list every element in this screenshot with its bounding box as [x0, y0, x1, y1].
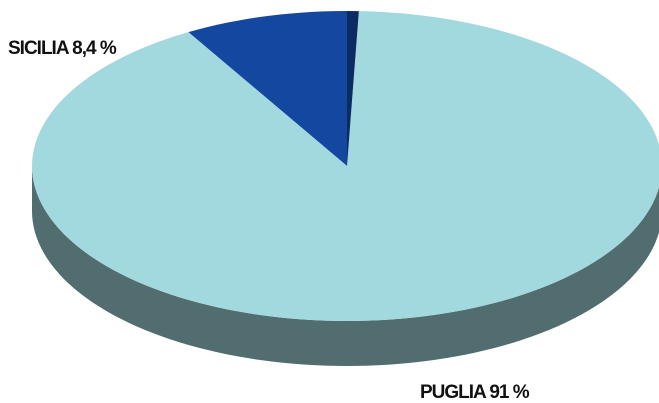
slice-label: SICILIA 8,4 %: [8, 38, 117, 59]
pie-tops: [32, 11, 659, 321]
category-label: SICILIA: [8, 38, 70, 59]
slice-side: [32, 166, 659, 366]
value-label: 8,4 %: [72, 38, 117, 59]
slice: [347, 11, 359, 166]
value-label: 91 %: [489, 382, 529, 403]
slice-label: PUGLIA 91 %: [420, 382, 530, 403]
category-label: PUGLIA: [420, 382, 487, 403]
pie-sides: [32, 166, 659, 366]
slice: [188, 11, 347, 166]
slice: [32, 11, 659, 321]
